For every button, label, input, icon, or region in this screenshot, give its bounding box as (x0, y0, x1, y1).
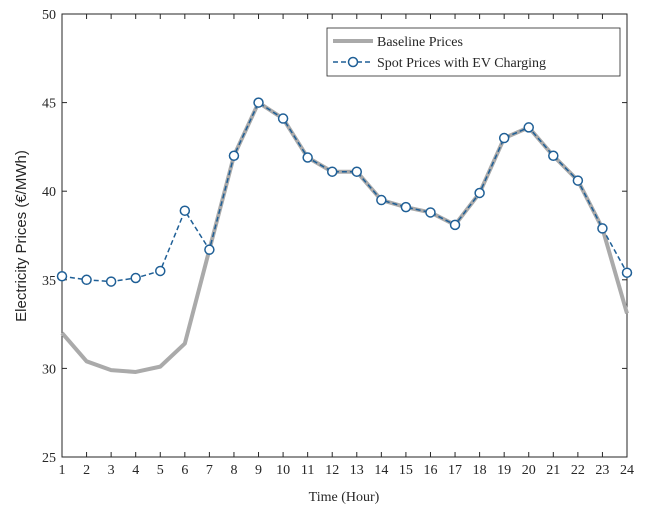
legend-marker (347, 56, 359, 68)
point (56, 271, 68, 282)
point (105, 276, 117, 287)
x-tick-label: 15 (399, 463, 413, 478)
plot-frame (61, 13, 628, 458)
y-tick-label: 25 (42, 451, 56, 466)
x-tick-label: 18 (473, 463, 487, 478)
x-tick-label: 23 (595, 463, 609, 478)
point (155, 265, 166, 277)
y-tick-label: 45 (42, 97, 56, 112)
point (498, 132, 510, 144)
y-axis-label: Electricity Prices (€/MWh) (13, 150, 30, 322)
x-tick-label: 16 (423, 463, 437, 478)
x-tick-label: 17 (448, 463, 462, 478)
x-tick-label: 13 (350, 463, 364, 478)
point (400, 201, 412, 213)
x-tick-label: 7 (206, 463, 213, 478)
point (228, 150, 240, 162)
point (449, 219, 461, 231)
point (130, 272, 141, 284)
x-tick-label: 8 (230, 463, 237, 478)
x-tick-label: 10 (276, 463, 290, 478)
legend-label: Baseline Prices (377, 35, 463, 50)
point (597, 223, 608, 234)
point (302, 152, 313, 163)
x-tick-label: 5 (157, 463, 164, 478)
point (81, 274, 92, 286)
x-tick-label: 24 (620, 463, 634, 478)
point (326, 166, 338, 177)
y-tick-label: 30 (42, 362, 56, 377)
y-tick-label: 40 (42, 185, 56, 200)
point (425, 207, 436, 218)
x-tick-label: 2 (83, 463, 90, 478)
x-tick-label: 14 (374, 463, 388, 478)
point (179, 205, 191, 216)
point (474, 187, 485, 199)
x-tick-label: 6 (181, 463, 188, 478)
x-tick-label: 12 (325, 463, 339, 478)
x-tick-label: 22 (571, 463, 585, 478)
point (277, 113, 289, 124)
point (351, 166, 363, 177)
x-tick-label: 19 (497, 463, 511, 478)
point (572, 175, 584, 186)
x-axis-label: Time (Hour) (309, 490, 380, 505)
point (204, 244, 215, 255)
point (548, 150, 559, 162)
x-tick-label: 4 (132, 463, 139, 478)
x-tick-label: 21 (546, 463, 560, 478)
y-tick-label: 50 (42, 8, 56, 23)
point (376, 194, 387, 206)
point (621, 267, 633, 278)
legend-label: Spot Prices with EV Charging (377, 56, 546, 71)
x-tick-label: 11 (301, 463, 314, 478)
y-tick-label: 35 (42, 274, 56, 289)
legend-box (326, 27, 621, 77)
point (523, 122, 534, 133)
line-series (61, 101, 628, 283)
x-tick-label: 1 (59, 463, 66, 478)
x-tick-label: 20 (522, 463, 536, 478)
point (253, 97, 264, 108)
x-tick-label: 9 (255, 463, 262, 478)
x-tick-label: 3 (108, 463, 115, 478)
